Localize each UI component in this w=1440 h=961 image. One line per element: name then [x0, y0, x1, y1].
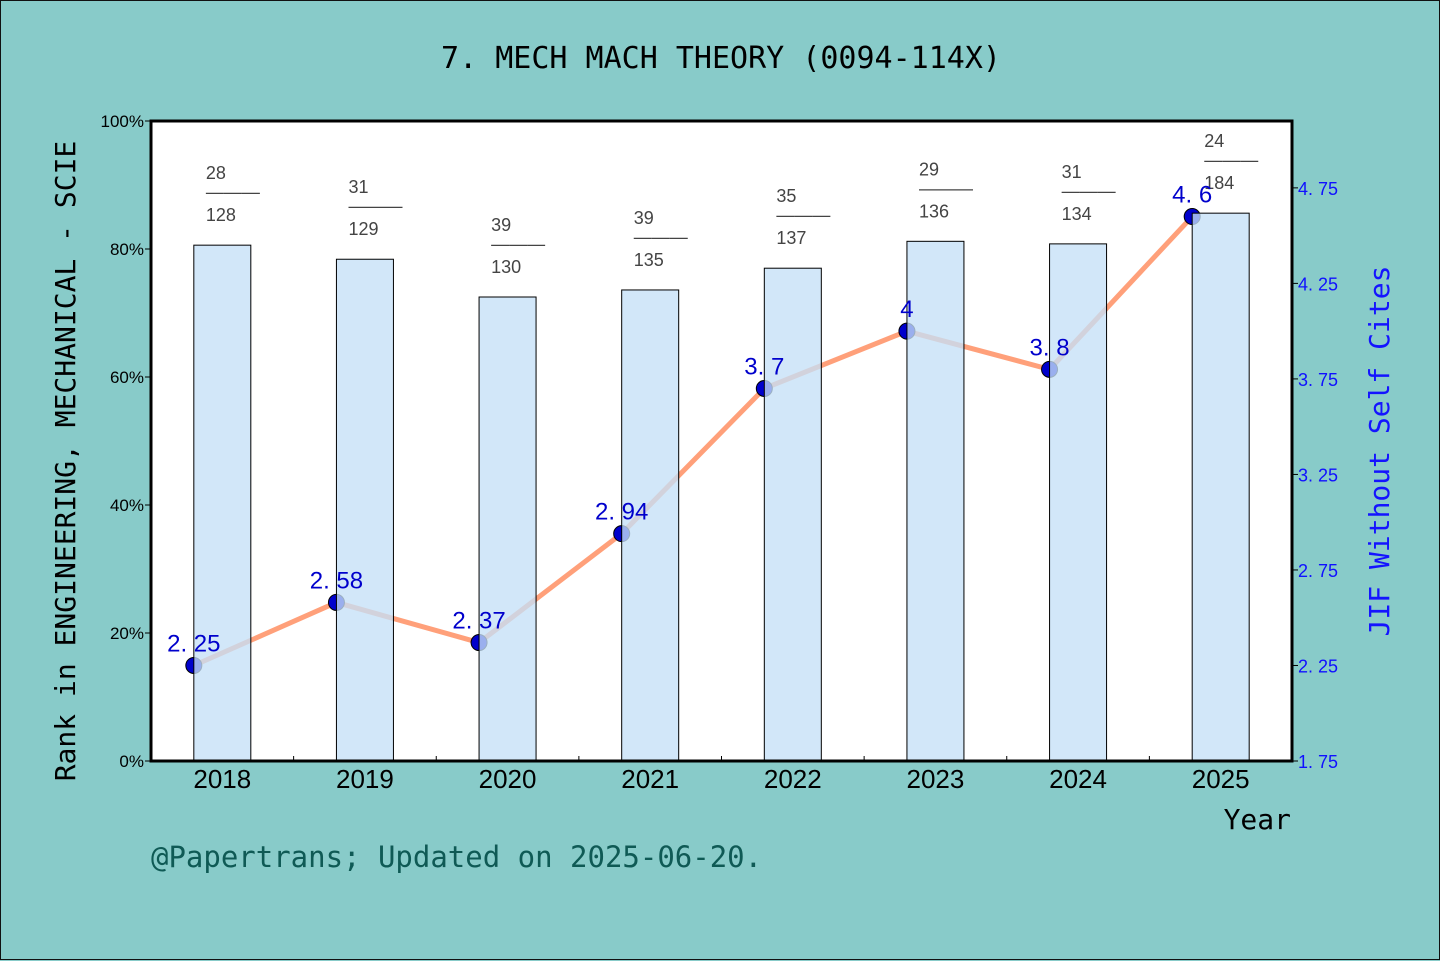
y-tick-label: 0%: [119, 752, 144, 771]
y2-axis-label: JIF Without Self Cites: [1363, 266, 1396, 637]
jif-value-label: 3. 7: [744, 353, 784, 380]
bar-label-total: 130: [491, 257, 521, 277]
y2-tick-label: 4. 25: [1298, 274, 1338, 294]
plot-background: [151, 121, 1292, 761]
bar-label-total: 136: [919, 201, 949, 221]
y2-tick-label: 4. 75: [1298, 179, 1338, 199]
y2-tick-label: 1. 75: [1298, 752, 1338, 772]
rank-bar: [1049, 243, 1108, 762]
bar-label-rank: 24: [1204, 131, 1224, 151]
x-axis-label: Year: [1224, 803, 1291, 836]
bar-label-rank: 29: [919, 159, 939, 179]
bar-label-total: 129: [348, 219, 378, 239]
rank-bar: [906, 240, 965, 762]
x-tick-label: 2023: [907, 764, 965, 794]
y2-tick-label: 3. 75: [1298, 370, 1338, 390]
rank-bar: [1191, 212, 1250, 762]
rank-bar: [763, 267, 822, 762]
y2-tick-label: 2. 75: [1298, 561, 1338, 581]
x-tick-label: 2019: [336, 764, 394, 794]
y-tick-label: 60%: [110, 368, 144, 387]
x-tick-label: 2018: [193, 764, 251, 794]
y2-tick-label: 3. 25: [1298, 465, 1338, 485]
jif-value-label: 2. 25: [167, 630, 220, 657]
bar-label-divider: ———: [206, 182, 260, 202]
bar-label-rank: 31: [1062, 162, 1082, 182]
chart-title: 7. MECH MACH THEORY (0094-114X): [441, 41, 1001, 76]
bar-label-divider: ———: [634, 227, 688, 247]
jif-value-label: 4. 6: [1172, 182, 1212, 209]
y2-tick-label: 2. 25: [1298, 656, 1338, 676]
rank-bar: [621, 289, 680, 762]
bar-label-divider: ———: [919, 178, 973, 198]
jif-value-label: 2. 94: [595, 499, 648, 526]
rank-bar: [335, 258, 394, 762]
x-tick-label: 2022: [764, 764, 822, 794]
y-tick-label: 40%: [110, 496, 144, 515]
footer-credit: @Papertrans; Updated on 2025-06-20.: [151, 840, 762, 874]
bar-label-total: 128: [206, 205, 236, 225]
bar-label-rank: 28: [206, 163, 226, 183]
x-tick-label: 2024: [1049, 764, 1107, 794]
bar-label-total: 184: [1204, 173, 1234, 193]
bar-label-divider: ———: [776, 205, 830, 225]
x-tick-label: 2025: [1192, 764, 1250, 794]
bar-label-rank: 39: [491, 215, 511, 235]
bar-label-divider: ———: [348, 196, 402, 216]
rank-bar: [478, 296, 537, 762]
y-axis-label: Rank in ENGINEERING, MECHANICAL - SCIE: [49, 141, 82, 782]
bar-label-divider: ———: [1062, 181, 1116, 201]
x-tick-label: 2020: [479, 764, 537, 794]
bar-label-total: 137: [776, 228, 806, 248]
y-tick-label: 80%: [110, 240, 144, 259]
bar-label-rank: 39: [634, 208, 654, 228]
bar-label-total: 135: [634, 250, 664, 270]
y-tick-label: 20%: [110, 624, 144, 643]
y-tick-label: 100%: [101, 112, 144, 131]
rank-bar: [193, 244, 252, 762]
jif-value-label: 2. 37: [452, 608, 505, 635]
jif-value-label: 4: [900, 296, 913, 323]
bar-label-total: 134: [1062, 204, 1092, 224]
jif-value-label: 3. 8: [1030, 334, 1070, 361]
bar-label-rank: 35: [776, 186, 796, 206]
bar-label-divider: ———: [1204, 150, 1258, 170]
jif-value-label: 2. 58: [310, 567, 363, 594]
bar-label-divider: ———: [491, 234, 545, 254]
bar-label-rank: 31: [348, 177, 368, 197]
x-tick-label: 2021: [621, 764, 679, 794]
